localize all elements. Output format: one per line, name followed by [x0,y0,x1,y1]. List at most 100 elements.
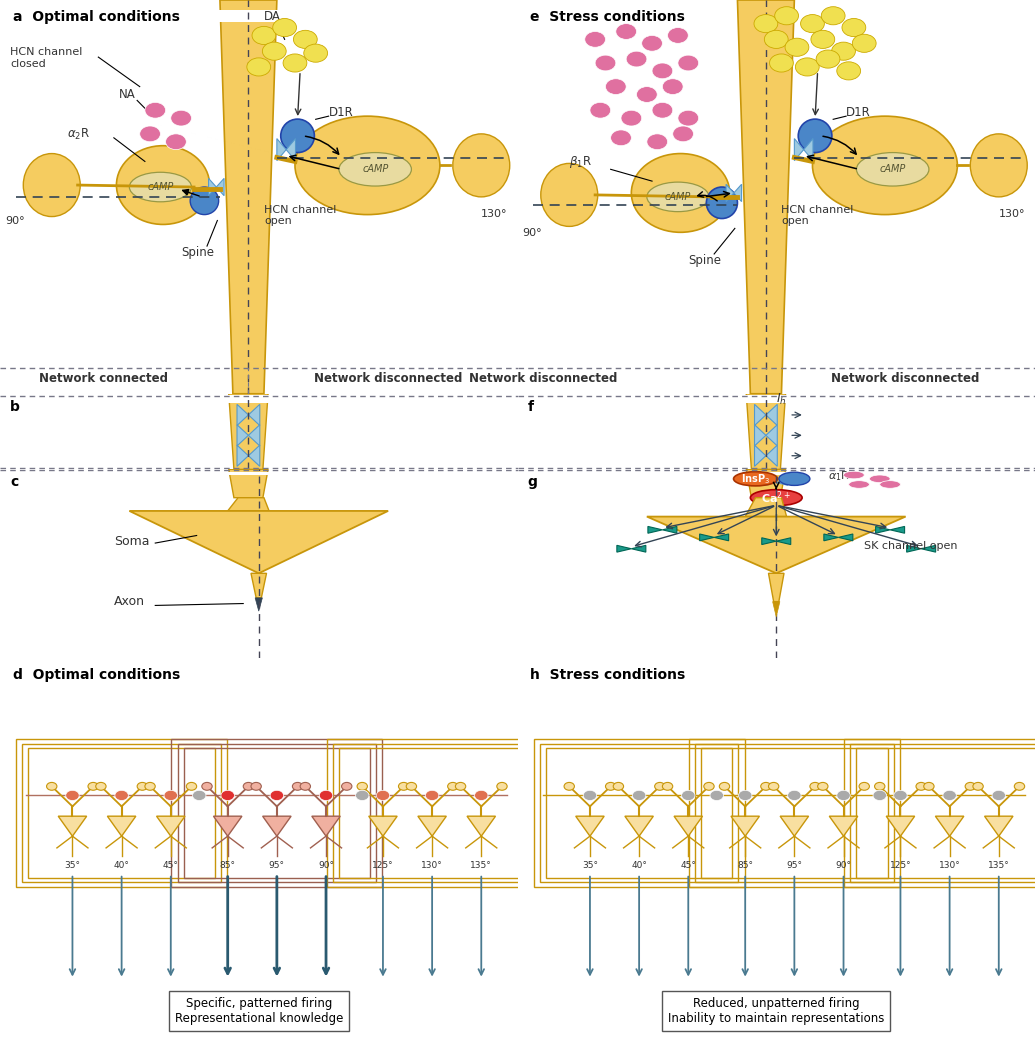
Text: 85°: 85° [219,861,236,869]
Ellipse shape [798,119,832,152]
Circle shape [816,50,840,68]
Circle shape [406,782,416,791]
Text: 45°: 45° [680,861,697,869]
Circle shape [357,782,367,791]
Polygon shape [237,445,248,466]
Text: 35°: 35° [64,861,81,869]
Polygon shape [225,395,269,403]
Polygon shape [368,816,397,836]
Circle shape [769,54,793,72]
Polygon shape [617,545,631,552]
Polygon shape [248,404,260,425]
Text: $I_h$: $I_h$ [776,392,787,407]
Circle shape [342,782,352,791]
Text: Axon: Axon [114,595,145,608]
Text: c: c [10,475,19,489]
Circle shape [300,782,310,791]
Polygon shape [824,534,838,541]
Text: 125°: 125° [890,861,911,869]
Text: Spine: Spine [181,246,214,259]
Circle shape [250,782,261,791]
Polygon shape [745,472,787,475]
Polygon shape [700,534,714,541]
Polygon shape [876,526,890,533]
Text: 35°: 35° [582,861,598,869]
Ellipse shape [734,471,777,486]
Circle shape [652,103,673,119]
Text: DA: DA [264,9,280,23]
Polygon shape [745,498,787,517]
Circle shape [377,791,390,800]
Polygon shape [575,816,604,836]
Text: Specific, patterned firing
Representational knowledge: Specific, patterned firing Representatio… [175,996,343,1025]
Circle shape [966,782,976,791]
Circle shape [585,32,605,47]
Circle shape [668,27,688,43]
Polygon shape [829,816,858,836]
Polygon shape [766,445,777,466]
Circle shape [294,30,317,48]
Circle shape [221,791,234,800]
Ellipse shape [280,119,315,152]
Circle shape [637,87,657,103]
Text: Reduced, unpatterned firing
Inability to maintain representations: Reduced, unpatterned firing Inability to… [668,996,885,1025]
Text: cAMP: cAMP [362,164,388,174]
Ellipse shape [116,146,209,225]
Polygon shape [648,526,662,533]
Text: SK channel open: SK channel open [864,541,957,551]
Circle shape [844,471,864,479]
Polygon shape [838,534,853,541]
Ellipse shape [190,187,218,214]
Polygon shape [216,178,224,195]
Circle shape [293,782,303,791]
Text: 40°: 40° [631,861,647,869]
Polygon shape [755,445,766,466]
Polygon shape [766,425,777,446]
Circle shape [145,782,155,791]
Polygon shape [255,597,263,611]
Text: 95°: 95° [269,861,285,869]
Circle shape [621,110,642,126]
Polygon shape [662,526,677,533]
Polygon shape [625,816,653,836]
Polygon shape [208,178,216,195]
Circle shape [647,133,668,149]
Text: 130°: 130° [421,861,443,869]
Circle shape [642,36,662,51]
Polygon shape [921,545,936,552]
Polygon shape [936,816,964,836]
Circle shape [590,103,611,119]
Circle shape [138,782,148,791]
Ellipse shape [750,489,802,506]
Text: Network disconnected: Network disconnected [831,372,980,385]
Polygon shape [734,185,741,202]
Circle shape [186,782,197,791]
Circle shape [704,782,714,791]
Circle shape [273,19,296,37]
Polygon shape [250,573,267,597]
Ellipse shape [778,472,809,485]
Polygon shape [755,425,766,446]
Polygon shape [263,816,291,836]
Polygon shape [762,538,776,545]
Polygon shape [229,469,268,498]
Circle shape [788,791,801,800]
Circle shape [616,23,637,39]
Circle shape [115,791,128,800]
Circle shape [304,44,327,62]
Circle shape [678,110,699,126]
Circle shape [774,6,799,25]
Polygon shape [765,480,776,485]
Polygon shape [248,425,260,446]
Circle shape [246,58,270,76]
Text: 90°: 90° [835,861,852,869]
Text: cAMP: cAMP [147,182,174,192]
Polygon shape [755,404,766,425]
Polygon shape [737,0,795,394]
Text: Network disconnected: Network disconnected [469,372,618,385]
Polygon shape [237,425,248,446]
Text: 90°: 90° [318,861,334,869]
Text: HCN channel
closed: HCN channel closed [10,47,83,69]
Circle shape [916,782,926,791]
Polygon shape [984,816,1013,836]
